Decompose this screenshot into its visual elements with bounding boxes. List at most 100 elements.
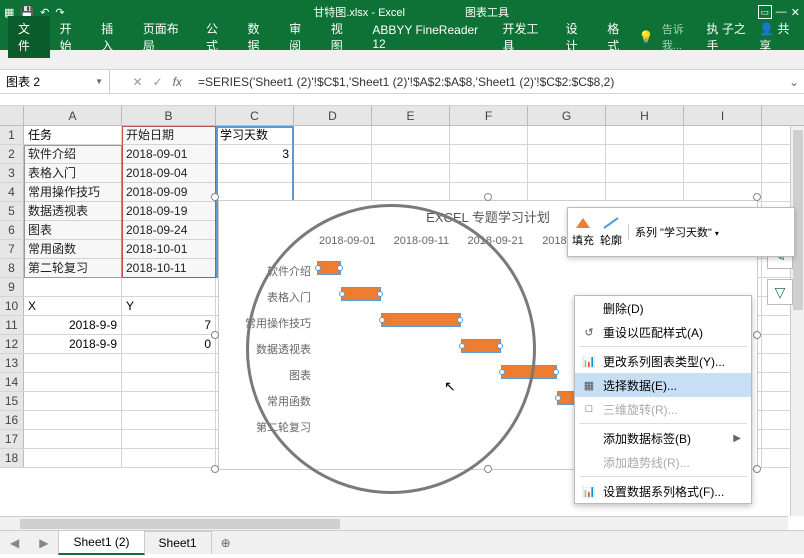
cell[interactable]: 0 (122, 335, 216, 353)
cell[interactable] (606, 183, 684, 201)
context-menu-item[interactable]: 📊 设置数据系列格式(F)... (575, 479, 751, 503)
tab-insert[interactable]: 插入 (91, 16, 133, 58)
tab-review[interactable]: 审阅 (279, 16, 321, 58)
tell-me-icon[interactable]: 💡 (639, 30, 654, 44)
cell[interactable]: 第二轮复习 (24, 259, 122, 277)
chart-resize-handle[interactable] (753, 193, 761, 201)
tab-home[interactable]: 开始 (50, 16, 92, 58)
col-header[interactable]: I (684, 106, 762, 125)
chart-resize-handle[interactable] (211, 465, 219, 473)
cell[interactable] (122, 354, 216, 372)
sheet-add-icon[interactable]: ⊕ (211, 536, 241, 550)
cell[interactable] (450, 126, 528, 144)
cell[interactable] (216, 183, 294, 201)
cell[interactable] (528, 183, 606, 201)
tab-view[interactable]: 视图 (321, 16, 363, 58)
cell[interactable]: 开始日期 (122, 126, 216, 144)
row-header[interactable]: 3 (0, 164, 24, 182)
cell[interactable] (294, 183, 372, 201)
cell[interactable]: 2018-10-01 (122, 240, 216, 258)
row-header[interactable]: 5 (0, 202, 24, 220)
row-header[interactable]: 15 (0, 392, 24, 410)
tell-me[interactable]: 告诉我... (662, 21, 699, 53)
horizontal-scrollbar[interactable] (0, 516, 788, 530)
chart-resize-handle[interactable] (753, 331, 761, 339)
cell[interactable]: 软件介绍 (24, 145, 122, 163)
cell[interactable] (122, 449, 216, 467)
cell[interactable] (684, 183, 762, 201)
sheet-nav-next-icon[interactable]: ▶ (29, 536, 58, 550)
tab-abbyy[interactable]: ABBYY FineReader 12 (362, 19, 492, 55)
embedded-chart[interactable]: EXCEL 专题学习计划2018-09-012018-09-112018-09-… (218, 200, 758, 470)
sheet-nav-prev-icon[interactable]: ◀ (0, 536, 29, 550)
cell[interactable] (294, 164, 372, 182)
cell[interactable]: 2018-10-11 (122, 259, 216, 277)
cell[interactable]: 7 (122, 316, 216, 334)
chart-bar[interactable] (381, 313, 461, 327)
cell[interactable] (528, 126, 606, 144)
name-box[interactable]: 图表 2 ▼ (0, 70, 110, 93)
cell[interactable] (372, 164, 450, 182)
tab-data[interactable]: 数据 (238, 16, 280, 58)
col-header[interactable]: E (372, 106, 450, 125)
cell[interactable]: 2018-09-24 (122, 221, 216, 239)
cell[interactable] (294, 126, 372, 144)
user-name[interactable]: 执 子之手 (707, 20, 752, 54)
sheet-tab-other[interactable]: Sheet1 (144, 531, 212, 554)
row-header[interactable]: 1 (0, 126, 24, 144)
cell[interactable] (684, 126, 762, 144)
row-header[interactable]: 14 (0, 373, 24, 391)
cell[interactable] (372, 183, 450, 201)
cell[interactable] (24, 449, 122, 467)
row-header[interactable]: 12 (0, 335, 24, 353)
row-header[interactable]: 4 (0, 183, 24, 201)
col-header[interactable]: C (216, 106, 294, 125)
context-menu-item[interactable]: ▦ 选择数据(E)... (575, 373, 751, 397)
cell[interactable]: 2018-09-01 (122, 145, 216, 163)
cell[interactable] (122, 430, 216, 448)
chart-resize-handle[interactable] (484, 465, 492, 473)
formula-expand-icon[interactable]: ⌄ (784, 75, 804, 89)
row-header[interactable]: 10 (0, 297, 24, 315)
row-header[interactable]: 7 (0, 240, 24, 258)
col-header[interactable]: F (450, 106, 528, 125)
cell[interactable]: 数据透视表 (24, 202, 122, 220)
chart-bar[interactable] (317, 261, 341, 275)
chart-filter-button[interactable]: ▽ (767, 279, 793, 305)
row-header[interactable]: 17 (0, 430, 24, 448)
row-header[interactable]: 9 (0, 278, 24, 296)
cell[interactable] (294, 145, 372, 163)
chart-bar[interactable] (501, 365, 557, 379)
cell[interactable]: 常用函数 (24, 240, 122, 258)
cell[interactable] (24, 278, 122, 296)
cell[interactable] (24, 411, 122, 429)
chart-resize-handle[interactable] (753, 465, 761, 473)
chart-title[interactable]: EXCEL 专题学习计划 (426, 207, 550, 226)
cell[interactable]: 常用操作技巧 (24, 183, 122, 201)
col-header[interactable]: G (528, 106, 606, 125)
context-menu-item[interactable]: 删除(D) (575, 296, 751, 320)
cell[interactable] (24, 392, 122, 410)
window-minimize-icon[interactable]: — (776, 6, 787, 18)
cell[interactable] (450, 145, 528, 163)
cell[interactable] (216, 164, 294, 182)
tab-format[interactable]: 格式 (597, 16, 639, 58)
row-header[interactable]: 11 (0, 316, 24, 334)
fx-icon[interactable]: fx (173, 75, 182, 89)
chart-resize-handle[interactable] (484, 193, 492, 201)
formula-accept-icon[interactable]: ✓ (153, 75, 163, 89)
cell[interactable]: Y (122, 297, 216, 315)
formula-input[interactable]: =SERIES('Sheet1 (2)'!$C$1,'Sheet1 (2)'!$… (190, 75, 784, 89)
cell[interactable]: 学习天数 (216, 126, 294, 144)
cell[interactable]: 2018-09-04 (122, 164, 216, 182)
cell[interactable] (24, 430, 122, 448)
cell[interactable] (684, 145, 762, 163)
context-menu-item[interactable]: 📊 更改系列图表类型(Y)... (575, 349, 751, 373)
cell[interactable] (684, 164, 762, 182)
cell[interactable] (24, 354, 122, 372)
formula-cancel-icon[interactable]: ✕ (133, 75, 143, 89)
row-header[interactable]: 13 (0, 354, 24, 372)
name-box-dropdown-icon[interactable]: ▼ (95, 77, 103, 86)
cell[interactable]: X (24, 297, 122, 315)
cell[interactable]: 2018-09-09 (122, 183, 216, 201)
